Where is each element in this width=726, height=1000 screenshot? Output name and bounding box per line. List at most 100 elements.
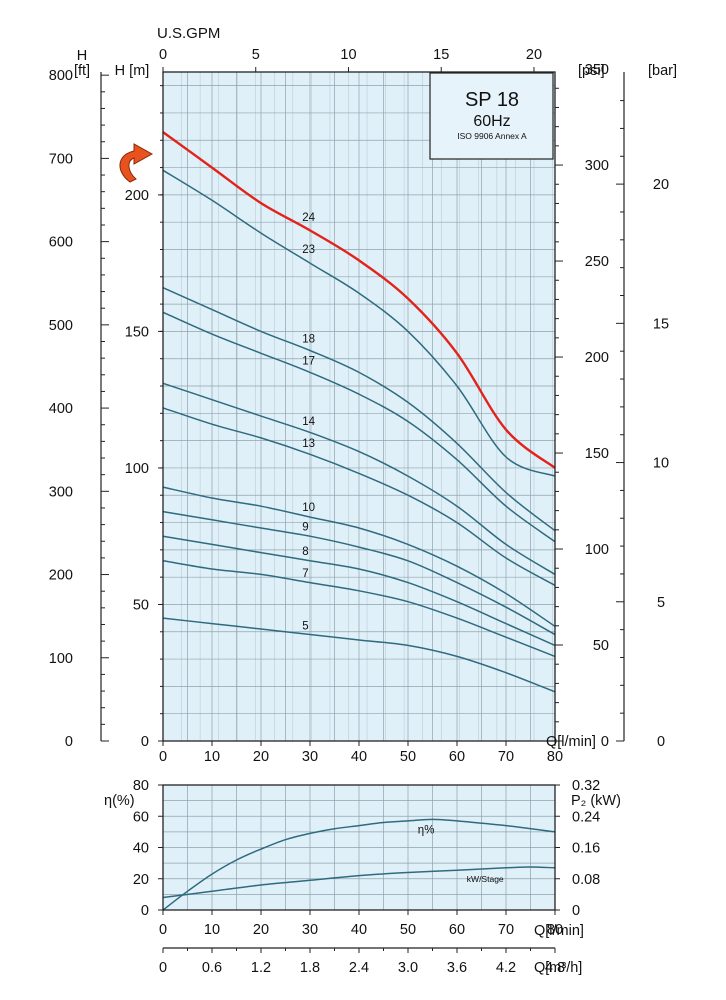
m-tick-label: 50 bbox=[133, 597, 149, 613]
pump-curve-10 bbox=[162, 486, 556, 627]
x-tick-label: 70 bbox=[498, 749, 514, 765]
psi-tick-label: 0 bbox=[601, 734, 609, 750]
eta-tick-label: 80 bbox=[133, 778, 149, 794]
power-curve-label: kW/Stage bbox=[467, 874, 504, 884]
x-tick-label: 40 bbox=[351, 922, 367, 938]
m3h-tick-label: 2.4 bbox=[349, 960, 369, 976]
eta-tick-label: 0 bbox=[141, 903, 149, 919]
ft-tick-label: 600 bbox=[49, 235, 73, 251]
curve-label-10: 10 bbox=[302, 502, 315, 514]
psi-tick-label: 50 bbox=[593, 638, 609, 654]
ft-tick-label: 800 bbox=[49, 68, 73, 84]
x-tick-label: 0 bbox=[159, 922, 167, 938]
m3h-tick-label: 3.0 bbox=[398, 960, 418, 976]
chart-standard: ISO 9906 Annex A bbox=[457, 131, 527, 141]
x-tick-label: 20 bbox=[253, 922, 269, 938]
curve-label-17: 17 bbox=[302, 356, 315, 368]
curve-label-18: 18 bbox=[302, 334, 315, 346]
bottom-x-axis-label: Q[l/min] bbox=[534, 923, 584, 939]
pump-curve-14 bbox=[162, 382, 556, 576]
m3h-tick-label: 4.8 bbox=[545, 960, 565, 976]
pump-curve-8 bbox=[162, 535, 556, 647]
efficiency-curve bbox=[162, 818, 556, 911]
gpm-tick-label: 15 bbox=[433, 47, 449, 63]
bar-axis-label: [bar] bbox=[648, 63, 677, 79]
curve-label-23: 23 bbox=[302, 244, 315, 256]
m3h-tick-label: 0.6 bbox=[202, 960, 222, 976]
x-tick-label: 30 bbox=[302, 749, 318, 765]
pump-curve-9 bbox=[162, 510, 556, 636]
bar-tick-label: 0 bbox=[657, 734, 665, 750]
pump-curve-5 bbox=[162, 617, 556, 693]
power-tick-label: 0 bbox=[572, 903, 580, 919]
pump-curve-18 bbox=[162, 287, 556, 532]
x-tick-label: 20 bbox=[253, 749, 269, 765]
curve-label-8: 8 bbox=[302, 546, 308, 558]
x-tick-label: 60 bbox=[449, 749, 465, 765]
curve-label-9: 9 bbox=[302, 522, 308, 534]
gpm-tick-label: 5 bbox=[252, 47, 260, 63]
x-tick-label: 10 bbox=[204, 749, 220, 765]
eta-tick-label: 20 bbox=[133, 872, 149, 888]
m-axis-label: H [m] bbox=[115, 63, 150, 79]
x-tick-label: 70 bbox=[498, 922, 514, 938]
x-tick-label: 30 bbox=[302, 922, 318, 938]
power-tick-label: 0.24 bbox=[572, 809, 600, 825]
m3h-tick-label: 1.8 bbox=[300, 960, 320, 976]
title-box: SP 18 60Hz ISO 9906 Annex A bbox=[429, 72, 554, 160]
ft-tick-label: 400 bbox=[49, 401, 73, 417]
main-x-axis-label: Q[l/min] bbox=[546, 734, 596, 750]
bar-tick-label: 5 bbox=[657, 595, 665, 611]
eta-tick-label: 60 bbox=[133, 809, 149, 825]
x-tick-label: 0 bbox=[159, 749, 167, 765]
x-tick-label: 60 bbox=[449, 922, 465, 938]
psi-tick-label: 100 bbox=[585, 542, 609, 558]
x-tick-label: 80 bbox=[547, 749, 563, 765]
psi-axis-label: [psi] bbox=[578, 63, 605, 79]
m-tick-label: 0 bbox=[141, 734, 149, 750]
x-tick-label: 50 bbox=[400, 749, 416, 765]
bar-tick-label: 10 bbox=[653, 456, 669, 472]
psi-tick-label: 200 bbox=[585, 350, 609, 366]
curve-label-7: 7 bbox=[302, 568, 308, 580]
ft-tick-label: 200 bbox=[49, 568, 73, 584]
ft-tick-label: 100 bbox=[49, 651, 73, 667]
ft-tick-label: 700 bbox=[49, 151, 73, 167]
efficiency-axis-label: η(%) bbox=[104, 793, 135, 809]
x-tick-label: 80 bbox=[547, 922, 563, 938]
pump-curve-13 bbox=[162, 407, 556, 587]
efficiency-axes: 0 10 20 30 40 50 60 70 80 0 20 40 60 80 0 0.08 0.16 0.24 0… bbox=[133, 778, 600, 976]
pump-curve-24 bbox=[162, 131, 556, 469]
m3h-tick-label: 4.2 bbox=[496, 960, 516, 976]
power-tick-label: 0.16 bbox=[572, 841, 600, 857]
ft-tick-label: 500 bbox=[49, 318, 73, 334]
head-series: 24 23 18 17 14 13 10 9 8 7 5 bbox=[162, 131, 556, 693]
curve-label-13: 13 bbox=[302, 438, 315, 450]
power-curve bbox=[162, 866, 556, 899]
m-tick-label: 150 bbox=[125, 324, 149, 340]
gpm-tick-label: 10 bbox=[340, 47, 356, 63]
chart-subtitle: 60Hz bbox=[473, 113, 510, 130]
ft-axis-label-h: H bbox=[77, 48, 87, 64]
pump-curve-17 bbox=[162, 311, 556, 543]
x-tick-label: 50 bbox=[400, 922, 416, 938]
m3h-tick-label: 0 bbox=[159, 960, 167, 976]
gpm-tick-label: 0 bbox=[159, 47, 167, 63]
psi-tick-label: 250 bbox=[585, 254, 609, 270]
power-tick-label: 0.08 bbox=[572, 872, 600, 888]
curve-label-14: 14 bbox=[302, 416, 315, 428]
curved-arrow-icon bbox=[119, 143, 154, 183]
top-axis-label: U.S.GPM bbox=[157, 25, 220, 42]
gpm-tick-label: 20 bbox=[526, 47, 542, 63]
power-tick-label: 0.32 bbox=[572, 778, 600, 794]
m3h-axis-label: Q[m³/h] bbox=[534, 960, 582, 976]
ft-tick-label: 300 bbox=[49, 484, 73, 500]
m-tick-label: 100 bbox=[125, 461, 149, 477]
psi-tick-label: 150 bbox=[585, 446, 609, 462]
curve-label-24: 24 bbox=[302, 212, 315, 224]
power-axis-label: P₂ (kW) bbox=[571, 793, 621, 809]
x-tick-label: 40 bbox=[351, 749, 367, 765]
efficiency-series: η% kW/Stage bbox=[162, 818, 556, 911]
head-axes: 0 10 20 30 40 50 60 70 800 5 10 15 20050100150200010… bbox=[49, 47, 669, 765]
m3h-tick-label: 1.2 bbox=[251, 960, 271, 976]
